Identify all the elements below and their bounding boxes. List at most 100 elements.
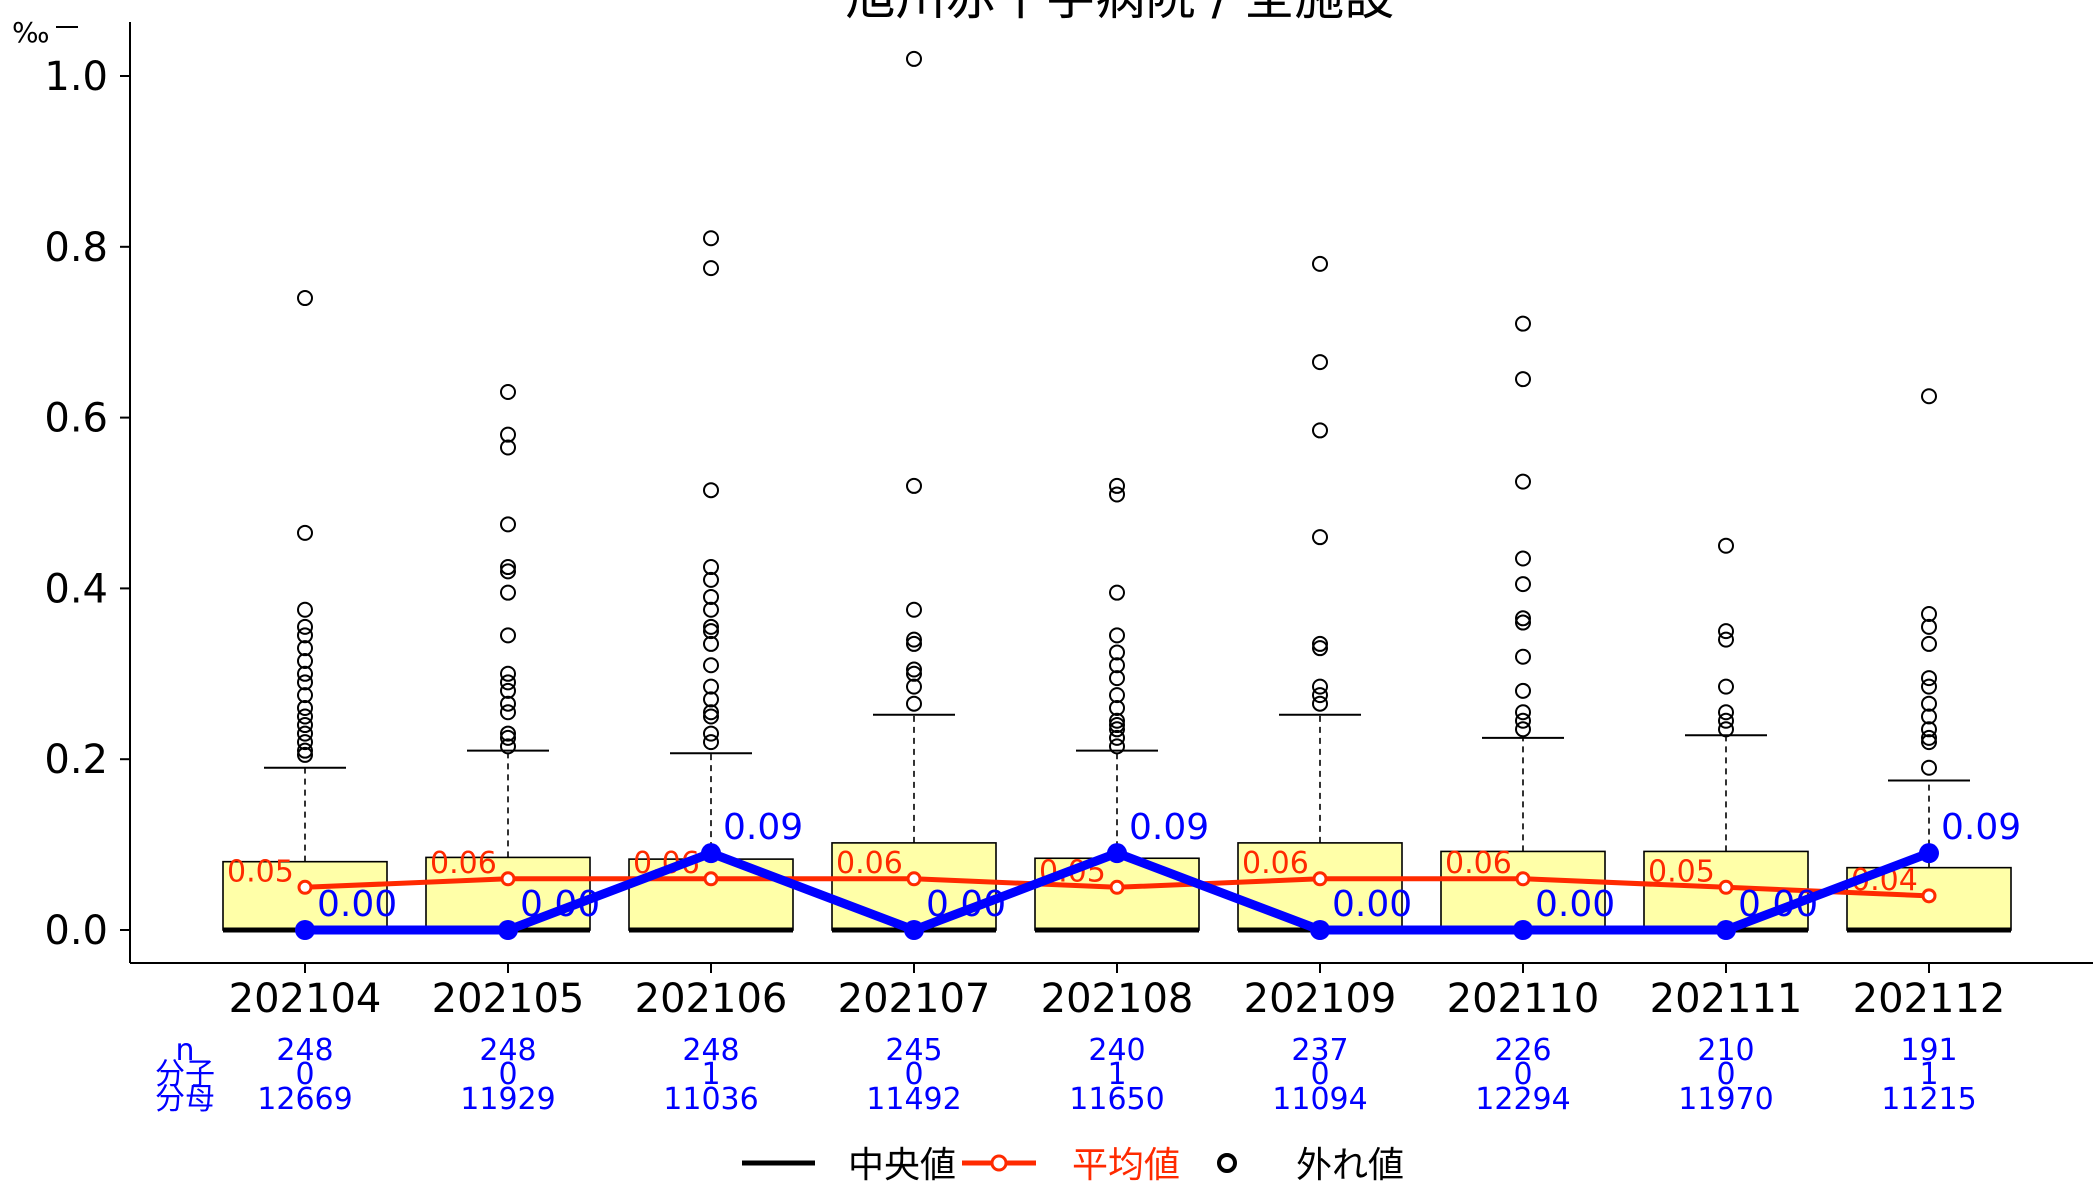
blue-value-label: 0.00 (520, 884, 600, 925)
outlier-point (500, 674, 516, 691)
table-cell: 248 (682, 1033, 739, 1068)
outlier-point (1109, 712, 1125, 729)
box-group (831, 713, 997, 933)
blue-series-point (295, 920, 315, 940)
table-cell: 11492 (866, 1082, 961, 1117)
blue-value-label: 0.00 (1738, 884, 1818, 925)
mean-value-label: 0.05 (227, 854, 294, 889)
outlier-point (297, 746, 313, 763)
blue-series-point (1716, 920, 1736, 940)
y-tick-label: 0.6 (44, 396, 108, 442)
mean-series-point (1109, 879, 1125, 895)
outlier-point (1921, 721, 1937, 738)
outlier-point (1312, 687, 1328, 704)
table-cell: 0 (498, 1057, 517, 1092)
outlier-point (906, 665, 922, 682)
outlier-point (1109, 721, 1125, 738)
box-group (425, 749, 591, 933)
outlier-point (297, 618, 313, 635)
table-row-label: 分子 (155, 1057, 215, 1092)
table-cell: 0 (295, 1057, 314, 1092)
mean-series-point (297, 879, 313, 895)
mean-series-point (1312, 871, 1328, 887)
outlier-point (703, 230, 719, 247)
outlier-point (1109, 738, 1125, 755)
outliers-layer (297, 50, 1937, 776)
outlier-point (1312, 635, 1328, 652)
series-layer: 0.05 0.06 0.06 0.06 0.05 0.06 0.06 0.05 0.040.00… (227, 807, 2021, 940)
blue-value-label: 0.09 (1129, 807, 1209, 848)
outlier-point (500, 584, 516, 601)
outlier-point (1312, 678, 1328, 695)
outlier-point (1921, 734, 1937, 751)
outlier-point (500, 738, 516, 755)
outlier-point (1718, 712, 1734, 729)
outlier-point (906, 661, 922, 678)
outlier-point (297, 742, 313, 759)
outlier-point (1921, 388, 1937, 405)
outlier-point (1921, 695, 1937, 712)
outlier-point (500, 439, 516, 456)
blue-value-label: 0.09 (723, 807, 803, 848)
table-cell: 1 (701, 1057, 720, 1092)
outlier-point (1312, 255, 1328, 272)
outlier-point (1515, 682, 1531, 699)
x-tick-label: 202112 (1853, 976, 2006, 1022)
x-tick-label: 202109 (1244, 976, 1397, 1022)
table-cell: 1 (1107, 1057, 1126, 1092)
table-cell: 0 (904, 1057, 923, 1092)
table-cell: 11036 (663, 1082, 758, 1117)
mean-value-label: 0.05 (1648, 854, 1715, 889)
outlier-point (297, 652, 313, 669)
blue-series-point (1513, 920, 1533, 940)
mean-series-point (703, 871, 719, 887)
outlier-point (1921, 759, 1937, 776)
outlier-point (1109, 717, 1125, 734)
outlier-point (1109, 699, 1125, 716)
box-rect (1440, 850, 1606, 931)
table-cell: 11094 (1272, 1082, 1367, 1117)
outlier-point (1312, 529, 1328, 546)
mean-value-label: 0.06 (1445, 846, 1512, 881)
chart-title: 旭川赤十字病院 / 全施設 (846, 0, 1395, 26)
outlier-point (1109, 627, 1125, 644)
outlier-point (297, 665, 313, 682)
outlier-point (1921, 635, 1937, 652)
box-rect (425, 856, 591, 931)
outlier-point (906, 635, 922, 652)
outlier-point (703, 734, 719, 751)
outlier-point (1718, 623, 1734, 640)
outlier-point (297, 601, 313, 618)
outlier-point (1109, 670, 1125, 687)
table-cell: 248 (479, 1033, 536, 1068)
outlier-point (1109, 486, 1125, 503)
outlier-point (703, 678, 719, 695)
outlier-point (1515, 371, 1531, 388)
outlier-point (500, 725, 516, 742)
outlier-point (1921, 606, 1937, 623)
outlier-point (1312, 640, 1328, 657)
outlier-point (500, 516, 516, 533)
outlier-point (500, 559, 516, 576)
blue-series-point (1310, 920, 1330, 940)
box-rect (831, 842, 997, 931)
y-tick-label: 1.0 (44, 54, 108, 100)
outlier-point (1515, 315, 1531, 332)
table-cell: 237 (1291, 1033, 1348, 1068)
outlier-point (703, 691, 719, 708)
outlier-point (297, 699, 313, 716)
mean-series-point (500, 871, 516, 887)
blue-value-label: 0.00 (926, 884, 1006, 925)
outlier-point (1515, 712, 1531, 729)
outlier-point (703, 618, 719, 635)
table-cell: 1 (1919, 1057, 1938, 1092)
outlier-point (297, 627, 313, 644)
outlier-point (906, 631, 922, 648)
outlier-point (1921, 729, 1937, 746)
table-cell: 240 (1088, 1033, 1145, 1068)
legend-mean-label: 平均値 (1072, 1145, 1180, 1183)
outlier-point (1109, 687, 1125, 704)
outlier-point (500, 729, 516, 746)
outlier-point (703, 588, 719, 605)
